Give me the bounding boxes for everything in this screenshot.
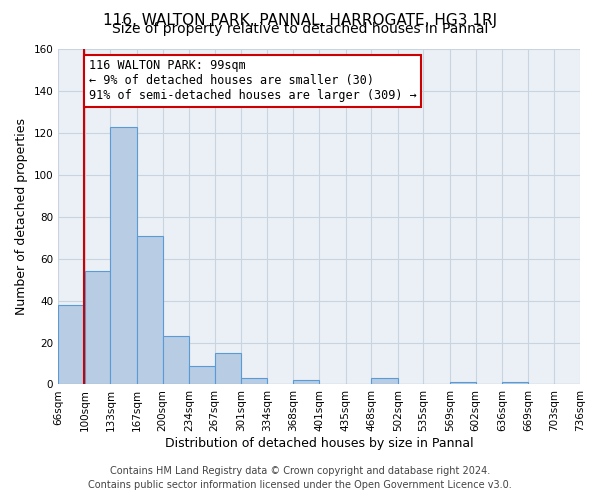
Bar (137, 236, 163, 384)
Bar (58, 305, 85, 384)
Text: 116 WALTON PARK: 99sqm
← 9% of detached houses are smaller (30)
91% of semi-deta: 116 WALTON PARK: 99sqm ← 9% of detached … (89, 60, 416, 102)
Bar (502, 382, 528, 384)
Bar (293, 380, 319, 384)
Text: 116, WALTON PARK, PANNAL, HARROGATE, HG3 1RJ: 116, WALTON PARK, PANNAL, HARROGATE, HG3… (103, 12, 497, 28)
Bar (450, 382, 476, 384)
Y-axis label: Number of detached properties: Number of detached properties (15, 118, 28, 315)
Bar (163, 336, 189, 384)
Bar (371, 378, 398, 384)
Bar (241, 378, 267, 384)
X-axis label: Distribution of detached houses by size in Pannal: Distribution of detached houses by size … (165, 437, 473, 450)
Text: Size of property relative to detached houses in Pannal: Size of property relative to detached ho… (112, 22, 488, 36)
Bar (110, 126, 137, 384)
Bar (189, 366, 215, 384)
Text: Contains HM Land Registry data © Crown copyright and database right 2024.
Contai: Contains HM Land Registry data © Crown c… (88, 466, 512, 490)
Bar (85, 271, 110, 384)
Bar (215, 353, 241, 384)
